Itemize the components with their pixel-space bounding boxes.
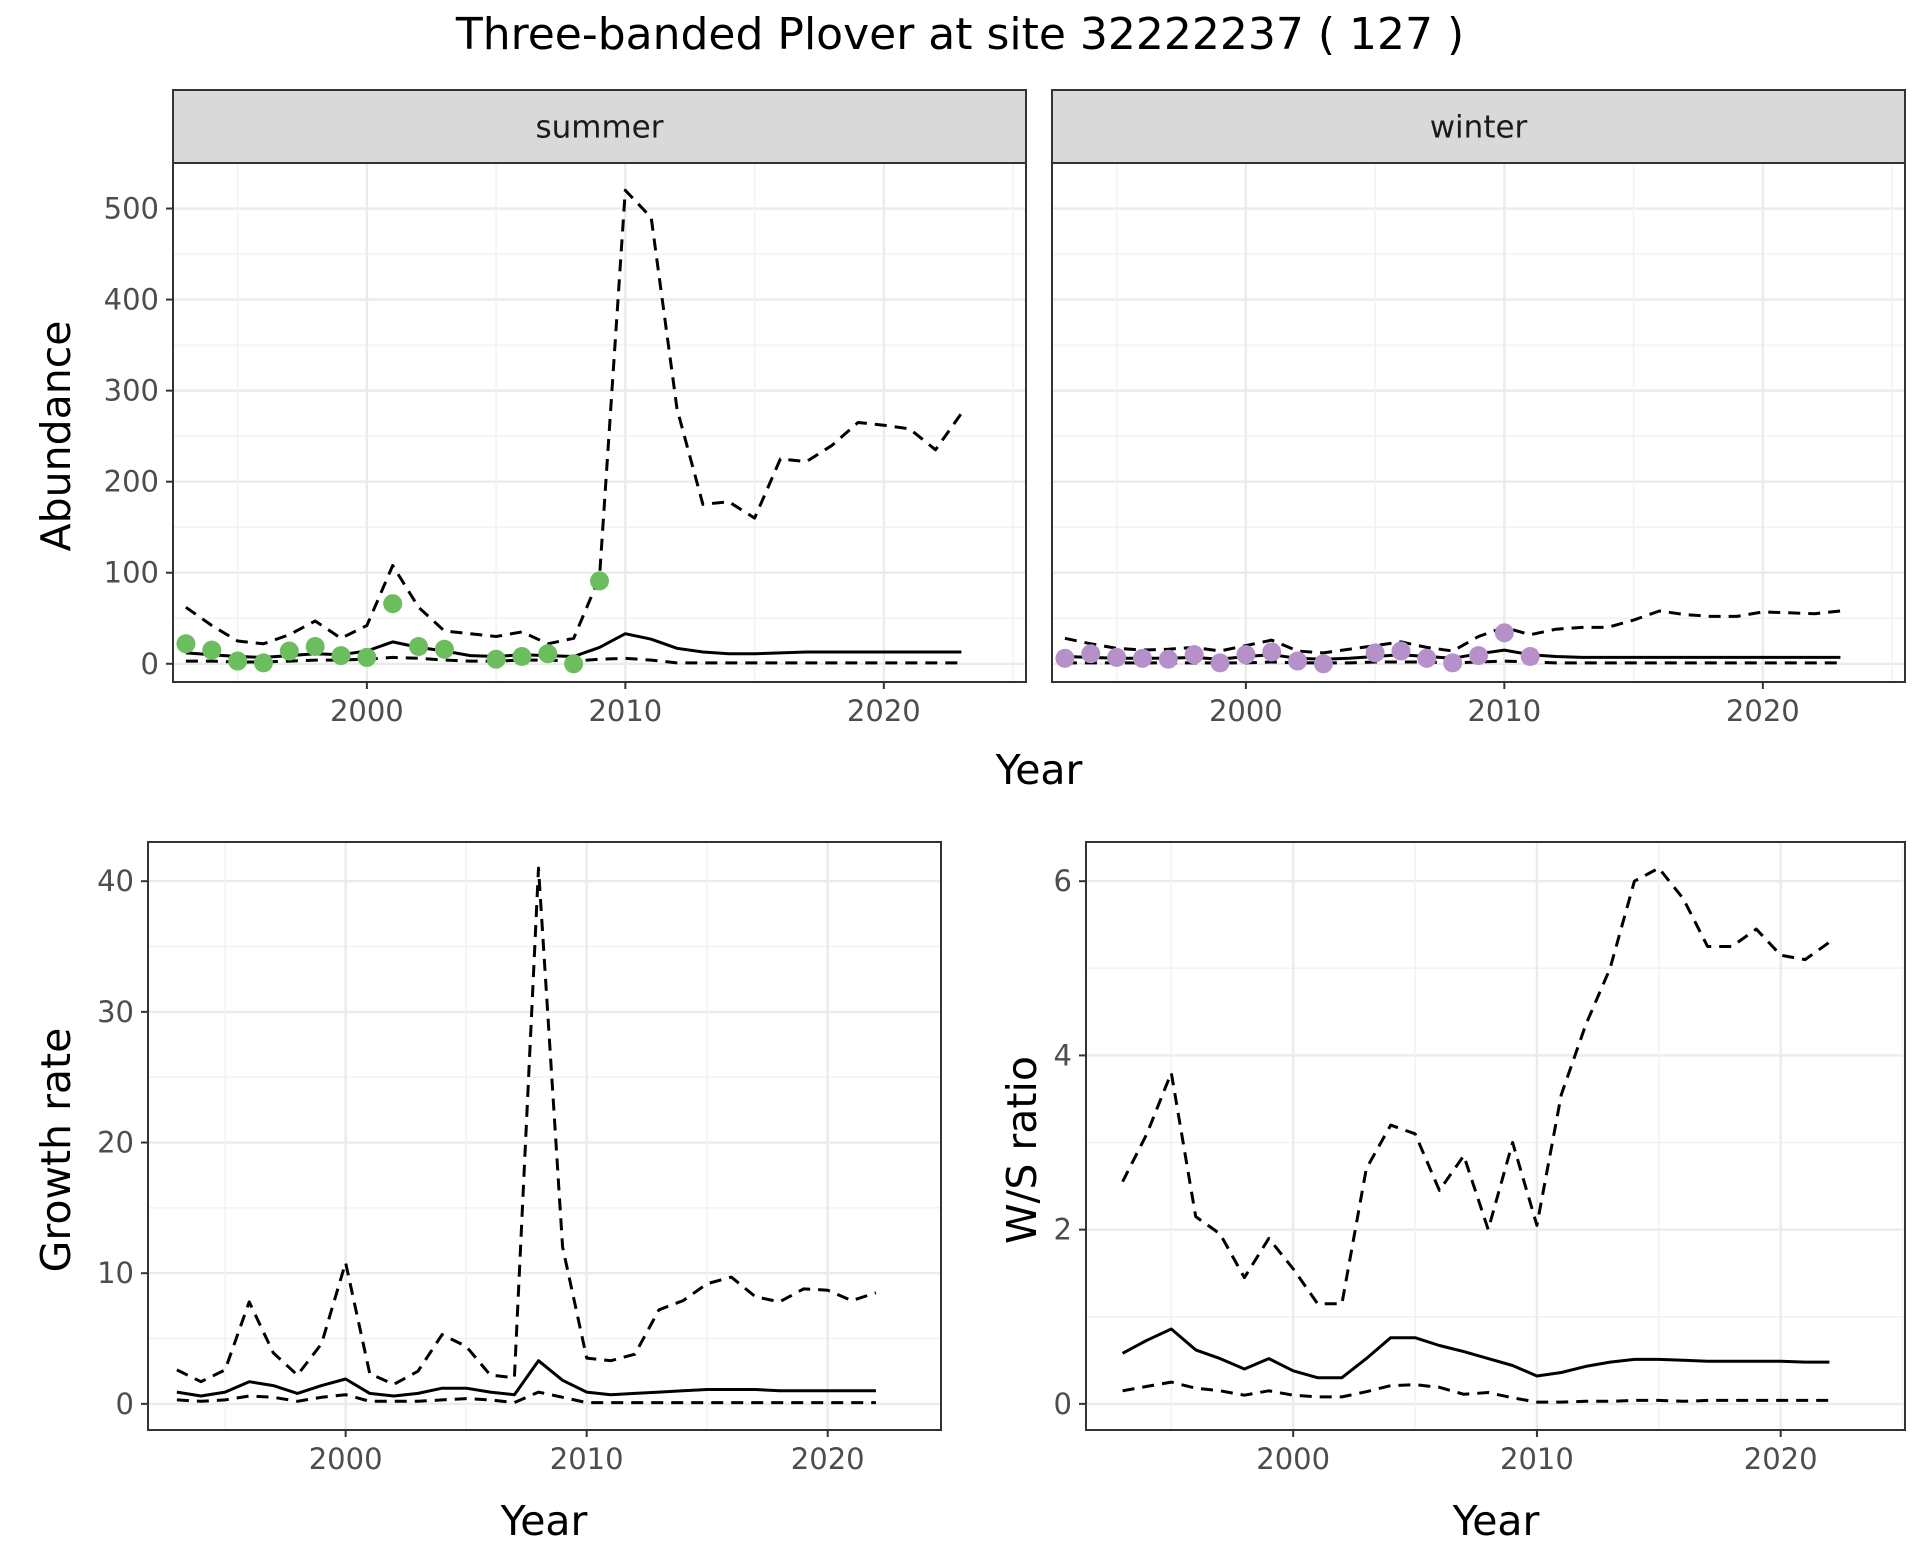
- winter-data-point: [1391, 641, 1411, 661]
- winter-strip: [1051, 89, 1906, 164]
- summer-y-tick-label: 200: [104, 465, 159, 499]
- winter-data-point: [1417, 648, 1437, 668]
- growth-x-tick-label: 2020: [791, 1442, 865, 1476]
- summer-y-tick-label: 300: [104, 374, 159, 408]
- summer-data-point: [305, 636, 325, 656]
- winter-data-point: [1443, 653, 1463, 673]
- summer-data-point: [279, 641, 299, 661]
- winter-x-tick-label: 2020: [1726, 694, 1800, 728]
- growth-series-central-line: [176, 1359, 876, 1398]
- summer-panel-background: [173, 163, 1026, 682]
- ratio-x-tick-label: 2000: [1256, 1442, 1330, 1476]
- growth-x-tick-label: 2010: [550, 1442, 624, 1476]
- summer-y-tick-label: 100: [104, 556, 159, 590]
- summer-data-point: [176, 634, 196, 654]
- summer-data-point: [202, 640, 222, 660]
- growth-panel-border: [147, 841, 942, 1431]
- winter-panel-background: [1052, 163, 1905, 682]
- summer-data-point: [383, 594, 403, 614]
- summer-data-point: [564, 654, 584, 674]
- winter-data-point: [1184, 645, 1204, 665]
- ratio-series-central-line: [1121, 1327, 1830, 1380]
- summer-series-upper-line: [185, 188, 963, 646]
- growth-x-axis-title: Year: [500, 1497, 588, 1545]
- winter-data-point: [1262, 642, 1282, 662]
- ratio-x-tick-label: 2010: [1500, 1442, 1574, 1476]
- winter-x-tick-label: 2010: [1467, 694, 1541, 728]
- summer-data-point: [538, 644, 558, 664]
- summer-data-point: [228, 651, 248, 671]
- ratio-y-tick-label: 4: [1054, 1038, 1072, 1072]
- summer-x-tick-label: 2020: [847, 694, 921, 728]
- growth-y-tick-label: 40: [97, 864, 134, 898]
- summer-x-tick-label: 2000: [330, 694, 404, 728]
- growth-y-tick-label: 30: [97, 995, 134, 1029]
- winter-data-point: [1081, 644, 1101, 664]
- summer-data-point: [590, 571, 609, 591]
- growth-y-axis-title: Growth rate: [32, 1028, 80, 1273]
- winter-data-point: [1132, 648, 1152, 668]
- summer-data-point: [512, 647, 532, 667]
- winter-data-point: [1107, 647, 1127, 667]
- summer-strip: [172, 89, 1027, 164]
- summer-y-axis-title: Abundance: [32, 321, 80, 552]
- growth-x-tick-label: 2000: [309, 1442, 383, 1476]
- summer-y-tick-label: 400: [104, 283, 159, 317]
- summer-y-tick-label: 0: [141, 647, 159, 681]
- summer-y-tick-label: 500: [104, 192, 159, 226]
- winter-data-point: [1494, 623, 1514, 643]
- winter-data-point: [1236, 645, 1256, 665]
- summer-x-tick-label: 2010: [588, 694, 662, 728]
- summer-data-point: [253, 653, 273, 673]
- winter-data-point: [1469, 646, 1488, 666]
- winter-x-tick-label: 2000: [1209, 694, 1283, 728]
- growth-y-tick-label: 20: [97, 1126, 134, 1160]
- growth-y-tick-label: 10: [97, 1256, 134, 1290]
- ratio-y-tick-label: 2: [1054, 1213, 1072, 1247]
- figure-title: Three-banded Plover at site 32222237 ( 1…: [455, 9, 1464, 60]
- summer-strip-label: summer: [535, 110, 663, 146]
- summer-data-point: [434, 639, 454, 659]
- winter-data-point: [1210, 653, 1230, 673]
- growth-y-tick-label: 0: [116, 1387, 134, 1421]
- winter-data-point: [1158, 649, 1178, 669]
- ratio-y-tick-label: 0: [1054, 1387, 1072, 1421]
- winter-data-point: [1055, 648, 1075, 668]
- winter-data-point: [1313, 654, 1333, 674]
- facet-x-axis-title: Year: [995, 746, 1083, 794]
- ratio-x-tick-label: 2020: [1744, 1442, 1818, 1476]
- ratio-panel-border: [1085, 841, 1906, 1431]
- growth-series-lower-line: [176, 1390, 876, 1405]
- ratio-y-axis-title: W/S ratio: [998, 1056, 1046, 1244]
- winter-data-point: [1520, 647, 1540, 667]
- winter-data-point: [1365, 643, 1385, 663]
- winter-strip-label: winter: [1430, 110, 1528, 146]
- ratio-y-tick-label: 6: [1054, 864, 1072, 898]
- summer-data-point: [357, 647, 377, 667]
- winter-data-point: [1288, 651, 1308, 671]
- summer-data-point: [331, 646, 351, 666]
- growth-series-upper-line: [176, 866, 877, 1386]
- summer-data-point: [486, 649, 506, 669]
- ratio-panel-background: [1086, 842, 1905, 1430]
- summer-data-point: [409, 636, 429, 656]
- ratio-x-axis-title: Year: [1452, 1497, 1540, 1545]
